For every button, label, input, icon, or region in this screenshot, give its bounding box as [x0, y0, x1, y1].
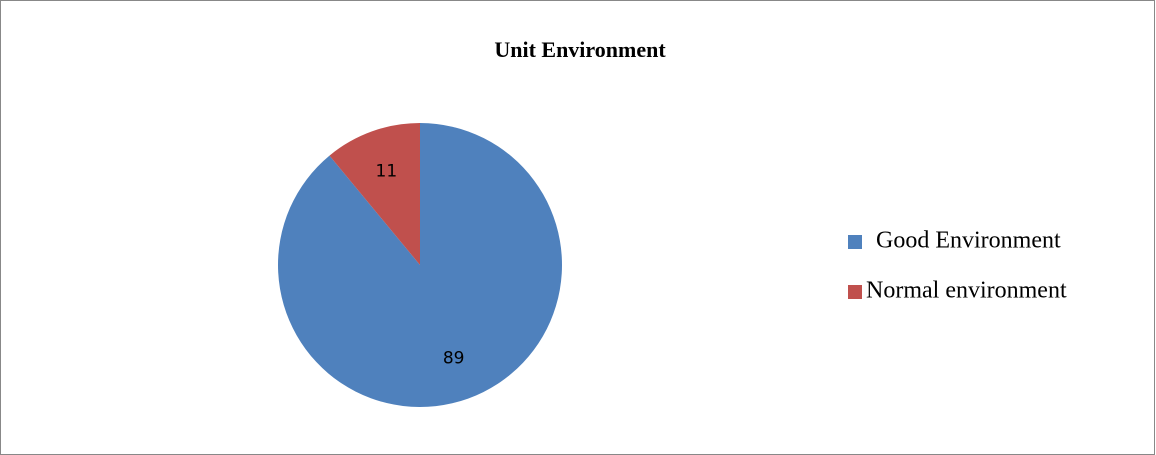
legend-label: Normal environment [866, 278, 1067, 304]
legend-label: Good Environment [876, 228, 1061, 254]
legend-swatch [848, 285, 862, 299]
data-label: 89 [443, 349, 465, 369]
chart-title: Unit Environment [494, 37, 666, 62]
pie-slice [277, 123, 562, 407]
data-label: 11 [376, 161, 398, 181]
legend-swatch [848, 235, 862, 249]
pie-slice [329, 123, 420, 265]
